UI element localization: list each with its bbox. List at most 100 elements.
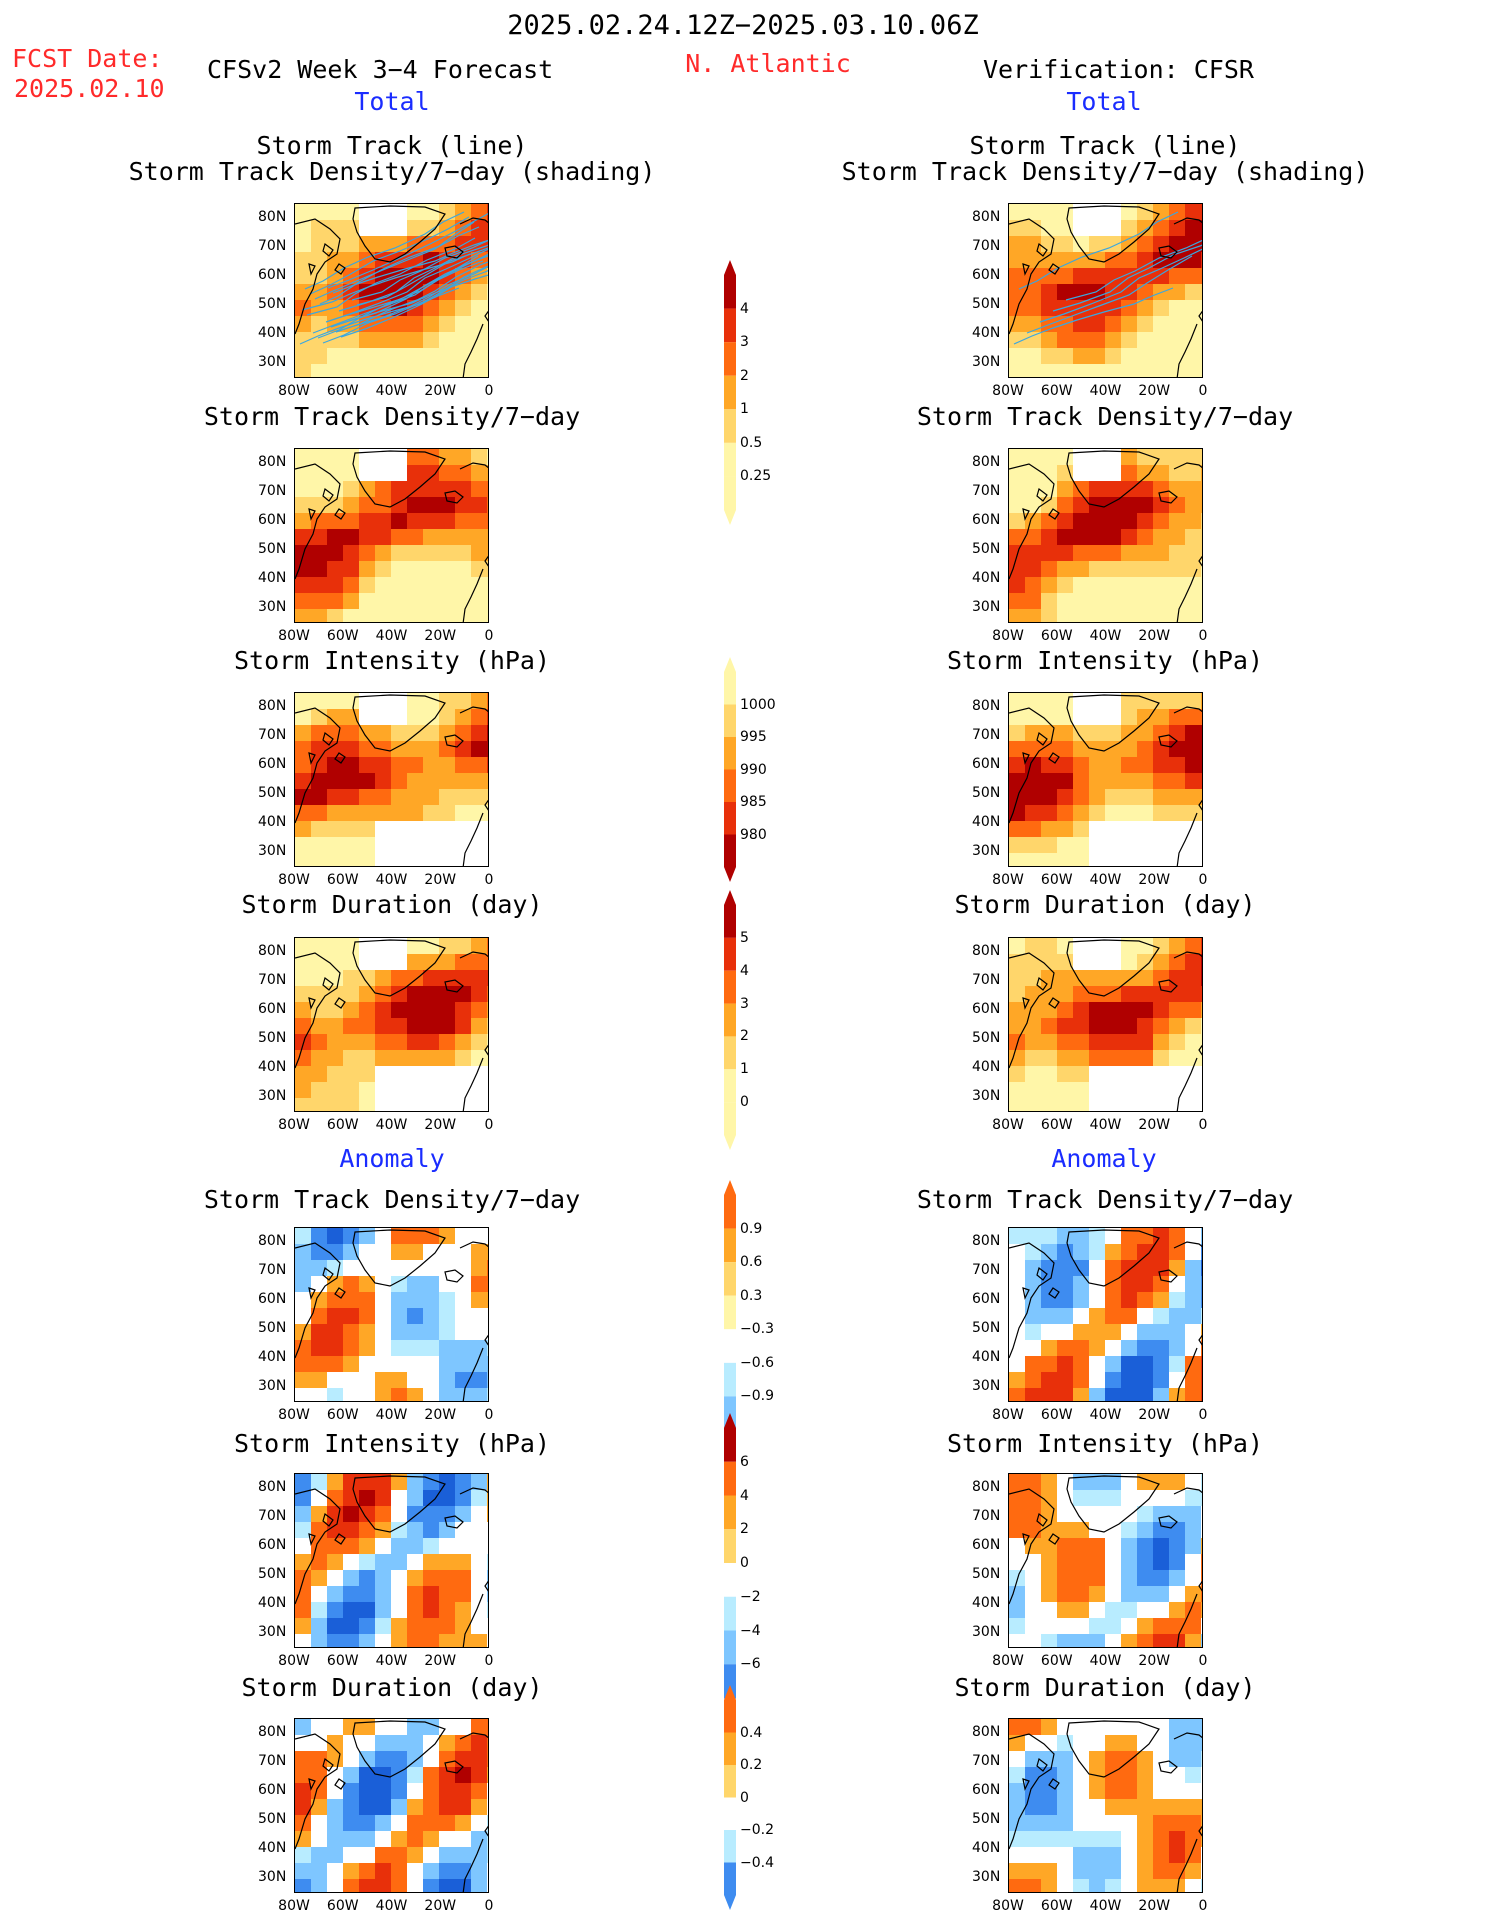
grid-cell (455, 1506, 471, 1522)
grid-cell (311, 853, 327, 866)
grid-cell (1009, 1783, 1025, 1799)
colorbar-label: −0.4 (740, 1854, 774, 1871)
grid-cell (343, 1767, 359, 1783)
grid-cell (1009, 773, 1025, 789)
lon-tick-label: 0 (1198, 628, 1208, 644)
grid-cell (1201, 220, 1202, 236)
coastline (444, 734, 464, 748)
grid-cell (1009, 757, 1025, 773)
grid-cell (455, 465, 471, 481)
grid-cell (1057, 1098, 1073, 1111)
grid-cell (1153, 789, 1169, 805)
grid-cell (1057, 481, 1073, 497)
grid-cell (1057, 268, 1073, 284)
fcst-date-value: 2025.02.10 (14, 74, 165, 103)
grid-cell (359, 1276, 375, 1292)
coastline (484, 1580, 488, 1592)
grid-cell (407, 970, 423, 986)
grid-cell (423, 1570, 439, 1586)
grid-cell (311, 236, 327, 252)
grid-cell (439, 1388, 455, 1401)
grid-cell (1073, 1276, 1089, 1292)
grid-cell (423, 1783, 439, 1799)
grid-cell (295, 757, 311, 773)
grid-cell (471, 1634, 487, 1647)
grid-cell (295, 1356, 311, 1372)
grid-cell (343, 513, 359, 529)
grid-cell (311, 593, 327, 609)
grid-cell (343, 1324, 359, 1340)
grid-cell (1073, 1034, 1089, 1050)
grid-cell (1089, 268, 1105, 284)
lat-tick-label: 50N (258, 541, 287, 557)
grid-cell (1201, 1356, 1202, 1372)
grid-cell (1153, 1815, 1169, 1831)
grid-cell (1121, 529, 1137, 545)
grid-cell (1121, 693, 1137, 709)
grid-cell (1073, 1586, 1089, 1602)
grid-cell (439, 1050, 455, 1066)
grid-cell (487, 938, 488, 954)
grid-cell (455, 1490, 471, 1506)
lon-tick-label: 20W (1138, 628, 1171, 644)
grid-cell (1105, 1018, 1121, 1034)
grid-cell (1169, 529, 1185, 545)
coastline (459, 1732, 488, 1740)
grid-cell (343, 236, 359, 252)
grid-cell (1041, 300, 1057, 316)
right-duration-anom-title: Storm Duration (day) (954, 1673, 1256, 1702)
grid-cell (391, 1474, 407, 1490)
grid-cell (327, 348, 343, 364)
grid-cell (1153, 1570, 1169, 1586)
grid-cell (1057, 284, 1073, 300)
grid-cell (359, 364, 375, 377)
grid-cell (295, 513, 311, 529)
grid-cell (1009, 1098, 1025, 1111)
grid-cell (391, 1783, 407, 1799)
grid-cell (1057, 513, 1073, 529)
lon-tick-label: 60W (326, 1898, 359, 1914)
grid-cell (1121, 1735, 1137, 1751)
grid-cell (1089, 805, 1105, 821)
grid-cell (295, 1002, 311, 1018)
grid-cell (1073, 348, 1089, 364)
grid-cell (407, 1602, 423, 1618)
grid-cell (1057, 757, 1073, 773)
grid-cell (391, 1634, 407, 1647)
grid-cell (439, 1618, 455, 1634)
grid-cell (359, 1538, 375, 1554)
grid-cell (1185, 1618, 1201, 1634)
grid-cell (1057, 252, 1073, 268)
grid-cell (311, 348, 327, 364)
grid-cell (1057, 986, 1073, 1002)
lat-tick-label: 60N (258, 1782, 287, 1798)
grid-cell (1105, 1799, 1121, 1815)
grid-cell (455, 1474, 471, 1490)
lat-tick-label: 80N (258, 698, 287, 714)
grid-cell (1153, 561, 1169, 577)
grid-cell (295, 1554, 311, 1570)
grid-cell (423, 1767, 439, 1783)
grid-cell (1121, 1228, 1137, 1244)
grid-cell (343, 1308, 359, 1324)
grid-cell (327, 1018, 343, 1034)
grid-cell (487, 1602, 488, 1618)
grid-cell (1025, 449, 1041, 465)
grid-cell (1073, 1050, 1089, 1066)
grid-cell (439, 1602, 455, 1618)
grid-cell (487, 465, 488, 481)
grid-cell (1057, 561, 1073, 577)
grid-cell (1185, 1506, 1201, 1522)
grid-cell (375, 1751, 391, 1767)
grid-cell (1169, 1735, 1185, 1751)
grid-cell (343, 821, 359, 837)
grid-cell (1073, 1018, 1089, 1034)
grid-cell (311, 449, 327, 465)
grid-cell (1153, 1634, 1169, 1647)
grid-cell (343, 725, 359, 741)
grid-cell (343, 709, 359, 725)
colorbar-arrow-top (724, 890, 736, 905)
grid-cell (1153, 236, 1169, 252)
grid-cell (1153, 593, 1169, 609)
grid-cell (1201, 1388, 1202, 1401)
